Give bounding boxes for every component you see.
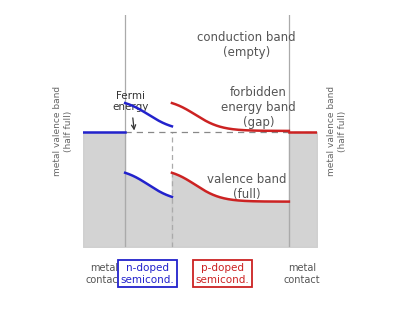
Text: conduction band
(empty): conduction band (empty) [198,31,296,59]
Text: p-doped
semicond.: p-doped semicond. [195,263,249,285]
Text: valence band
(full): valence band (full) [207,173,286,201]
Text: metal valence band
(half full): metal valence band (half full) [327,86,346,176]
Text: metal
contact: metal contact [86,263,122,285]
Text: n-doped
semicond.: n-doped semicond. [120,263,174,285]
Text: forbidden
energy band
(gap): forbidden energy band (gap) [221,86,296,129]
Text: metal valence band
(half full): metal valence band (half full) [54,86,73,176]
Text: metal
contact: metal contact [284,263,320,285]
Text: Fermi
energy: Fermi energy [113,91,149,129]
